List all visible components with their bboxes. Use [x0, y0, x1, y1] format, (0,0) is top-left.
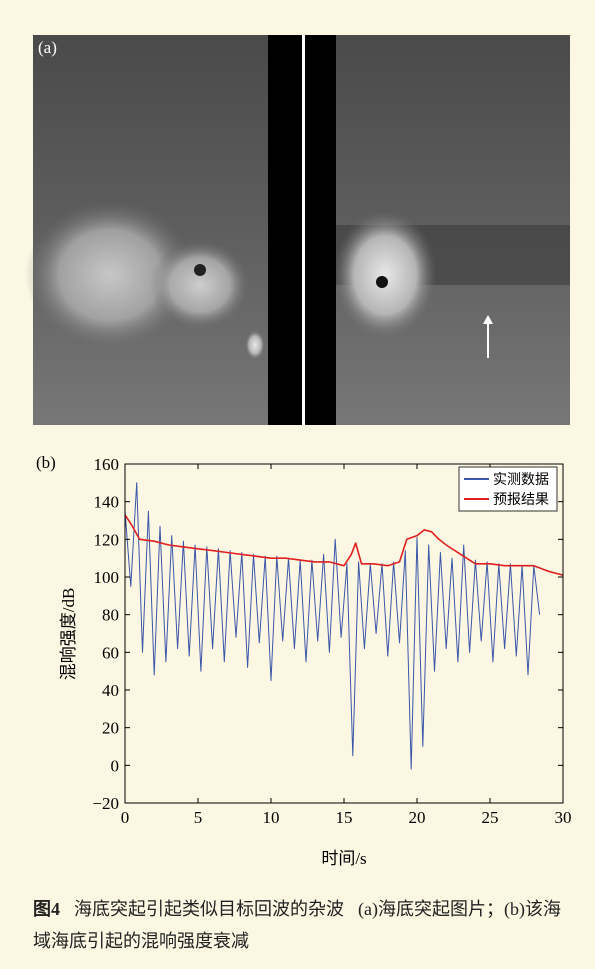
seabed-bump	[25, 200, 195, 350]
x-tick-label: 25	[482, 808, 499, 827]
y-tick-label: 80	[102, 606, 119, 625]
x-axis-label: 时间/s	[321, 849, 366, 868]
figure-number: 图4	[33, 899, 60, 919]
x-tick-label: 30	[555, 808, 572, 827]
x-tick-label: 0	[121, 808, 130, 827]
y-tick-label: 140	[94, 493, 120, 512]
arrow-head	[483, 315, 493, 324]
nadir-line	[302, 35, 305, 425]
y-tick-label: 20	[102, 719, 119, 738]
y-tick-label: −20	[92, 794, 119, 813]
caption-text: (a)海底突起图片；(b)该海域海底引起的混响强度衰减	[33, 899, 561, 951]
y-tick-label: 0	[111, 756, 120, 775]
x-tick-label: 10	[263, 808, 280, 827]
caption: 图4 海底突起引起类似目标回波的杂波 (a)海底突起图片；(b)该海域海底引起的混响…	[33, 893, 573, 957]
sonar-image: (a)	[25, 35, 570, 425]
panel-label: (b)	[36, 453, 56, 472]
seabed-bump	[245, 330, 265, 360]
shadow-spot	[194, 264, 206, 276]
data-line	[124, 514, 564, 576]
x-tick-label: 15	[336, 808, 353, 827]
y-tick-label: 120	[94, 530, 120, 549]
y-tick-label: 40	[102, 681, 119, 700]
caption-title: 海底突起引起类似目标回波的杂波	[74, 899, 344, 919]
seabed-bump	[333, 210, 437, 340]
y-axis-label: 混响强度/dB	[59, 588, 78, 681]
nadir-band	[305, 35, 336, 425]
panel-label: (a)	[38, 38, 57, 57]
legend-label: 实测数据	[493, 472, 549, 488]
legend-box	[458, 466, 558, 512]
data-line	[124, 482, 541, 770]
y-tick-label: 160	[94, 455, 120, 474]
y-tick-label: 100	[94, 568, 120, 587]
x-tick-label: 5	[194, 808, 203, 827]
x-tick-label: 20	[409, 808, 426, 827]
chart: (b) 时间/s 混响强度/dB 0 5 10 15 20 25 30−2002040608…	[36, 453, 572, 868]
legend-label: 预报结果	[493, 492, 549, 508]
seabed-bump	[150, 240, 250, 330]
y-tick-label: 60	[102, 643, 119, 662]
nadir-band	[268, 35, 302, 425]
shadow-spot	[376, 276, 388, 288]
